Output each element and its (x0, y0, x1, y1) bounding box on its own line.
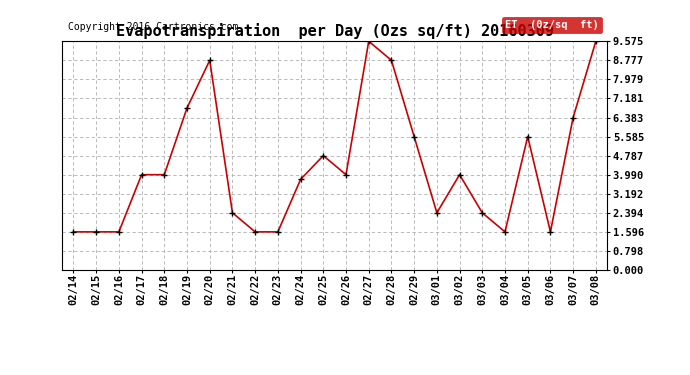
Title: Evapotranspiration  per Day (Ozs sq/ft) 20160309: Evapotranspiration per Day (Ozs sq/ft) 2… (116, 23, 553, 39)
Legend: ET  (0z/sq  ft): ET (0z/sq ft) (502, 17, 602, 33)
Text: Copyright 2016 Cartronics.com: Copyright 2016 Cartronics.com (68, 22, 238, 32)
